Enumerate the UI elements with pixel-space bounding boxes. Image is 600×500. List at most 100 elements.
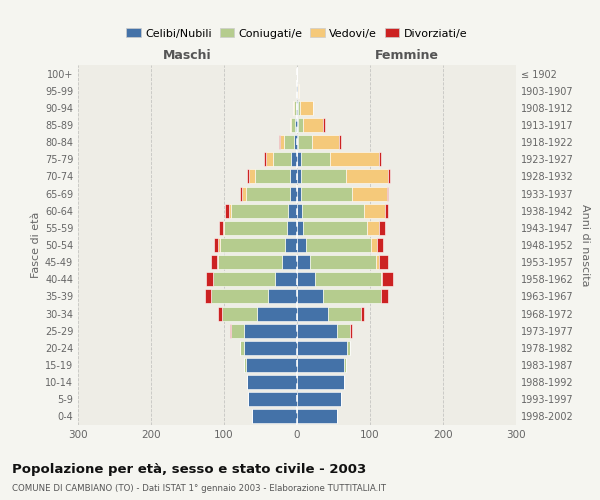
- Bar: [297, 306, 328, 320]
- Bar: [273, 152, 291, 166]
- Bar: [347, 341, 350, 355]
- Bar: [224, 221, 287, 235]
- Bar: [306, 238, 371, 252]
- Bar: [297, 204, 302, 218]
- Bar: [352, 186, 387, 200]
- Bar: [330, 152, 379, 166]
- Bar: [244, 341, 297, 355]
- Bar: [301, 152, 330, 166]
- Bar: [377, 238, 383, 252]
- Bar: [315, 272, 381, 286]
- Bar: [297, 101, 298, 115]
- Bar: [297, 410, 337, 424]
- Bar: [337, 324, 350, 338]
- Bar: [218, 306, 222, 320]
- Text: Femmine: Femmine: [374, 48, 439, 62]
- Bar: [294, 101, 296, 115]
- Bar: [218, 255, 283, 269]
- Bar: [303, 221, 367, 235]
- Bar: [217, 255, 218, 269]
- Bar: [361, 306, 364, 320]
- Bar: [230, 324, 232, 338]
- Bar: [214, 238, 218, 252]
- Bar: [297, 375, 344, 389]
- Bar: [223, 221, 224, 235]
- Bar: [296, 101, 297, 115]
- Bar: [381, 290, 388, 304]
- Bar: [294, 135, 297, 149]
- Bar: [232, 324, 244, 338]
- Bar: [382, 272, 394, 286]
- Bar: [290, 186, 297, 200]
- Bar: [264, 152, 266, 166]
- Bar: [283, 255, 297, 269]
- Bar: [242, 186, 246, 200]
- Bar: [206, 272, 213, 286]
- Bar: [298, 118, 303, 132]
- Bar: [218, 238, 220, 252]
- Bar: [244, 324, 297, 338]
- Bar: [297, 290, 323, 304]
- Bar: [211, 255, 217, 269]
- Bar: [247, 375, 297, 389]
- Bar: [246, 358, 297, 372]
- Bar: [323, 118, 325, 132]
- Bar: [211, 290, 268, 304]
- Bar: [213, 272, 275, 286]
- Bar: [376, 255, 379, 269]
- Bar: [295, 118, 297, 132]
- Bar: [248, 392, 297, 406]
- Bar: [323, 290, 381, 304]
- Bar: [297, 341, 347, 355]
- Bar: [371, 238, 377, 252]
- Bar: [387, 186, 388, 200]
- Bar: [225, 204, 229, 218]
- Legend: Celibi/Nubili, Coniugati/e, Vedovi/e, Divorziati/e: Celibi/Nubili, Coniugati/e, Vedovi/e, Di…: [122, 24, 472, 43]
- Bar: [229, 204, 232, 218]
- Bar: [297, 221, 303, 235]
- Bar: [240, 186, 242, 200]
- Bar: [379, 221, 385, 235]
- Bar: [291, 152, 297, 166]
- Bar: [247, 170, 249, 183]
- Bar: [350, 324, 352, 338]
- Bar: [302, 204, 364, 218]
- Bar: [344, 358, 346, 372]
- Bar: [222, 306, 257, 320]
- Bar: [301, 186, 352, 200]
- Bar: [287, 221, 297, 235]
- Bar: [266, 152, 273, 166]
- Bar: [286, 238, 297, 252]
- Bar: [249, 170, 254, 183]
- Bar: [381, 272, 382, 286]
- Bar: [340, 135, 341, 149]
- Bar: [297, 358, 344, 372]
- Bar: [298, 84, 299, 98]
- Bar: [385, 204, 388, 218]
- Bar: [290, 118, 291, 132]
- Bar: [298, 101, 300, 115]
- Bar: [328, 306, 361, 320]
- Bar: [279, 135, 280, 149]
- Bar: [379, 255, 388, 269]
- Bar: [311, 135, 340, 149]
- Bar: [284, 135, 294, 149]
- Bar: [300, 101, 313, 115]
- Bar: [297, 186, 301, 200]
- Bar: [232, 204, 288, 218]
- Bar: [220, 238, 286, 252]
- Bar: [254, 170, 290, 183]
- Bar: [257, 306, 297, 320]
- Bar: [297, 152, 301, 166]
- Bar: [205, 290, 211, 304]
- Y-axis label: Anni di nascita: Anni di nascita: [580, 204, 590, 286]
- Bar: [297, 118, 298, 132]
- Bar: [293, 101, 294, 115]
- Bar: [290, 170, 297, 183]
- Bar: [303, 118, 323, 132]
- Text: Popolazione per età, sesso e stato civile - 2003: Popolazione per età, sesso e stato civil…: [12, 462, 366, 475]
- Bar: [280, 135, 284, 149]
- Bar: [297, 135, 298, 149]
- Bar: [252, 410, 297, 424]
- Bar: [244, 358, 246, 372]
